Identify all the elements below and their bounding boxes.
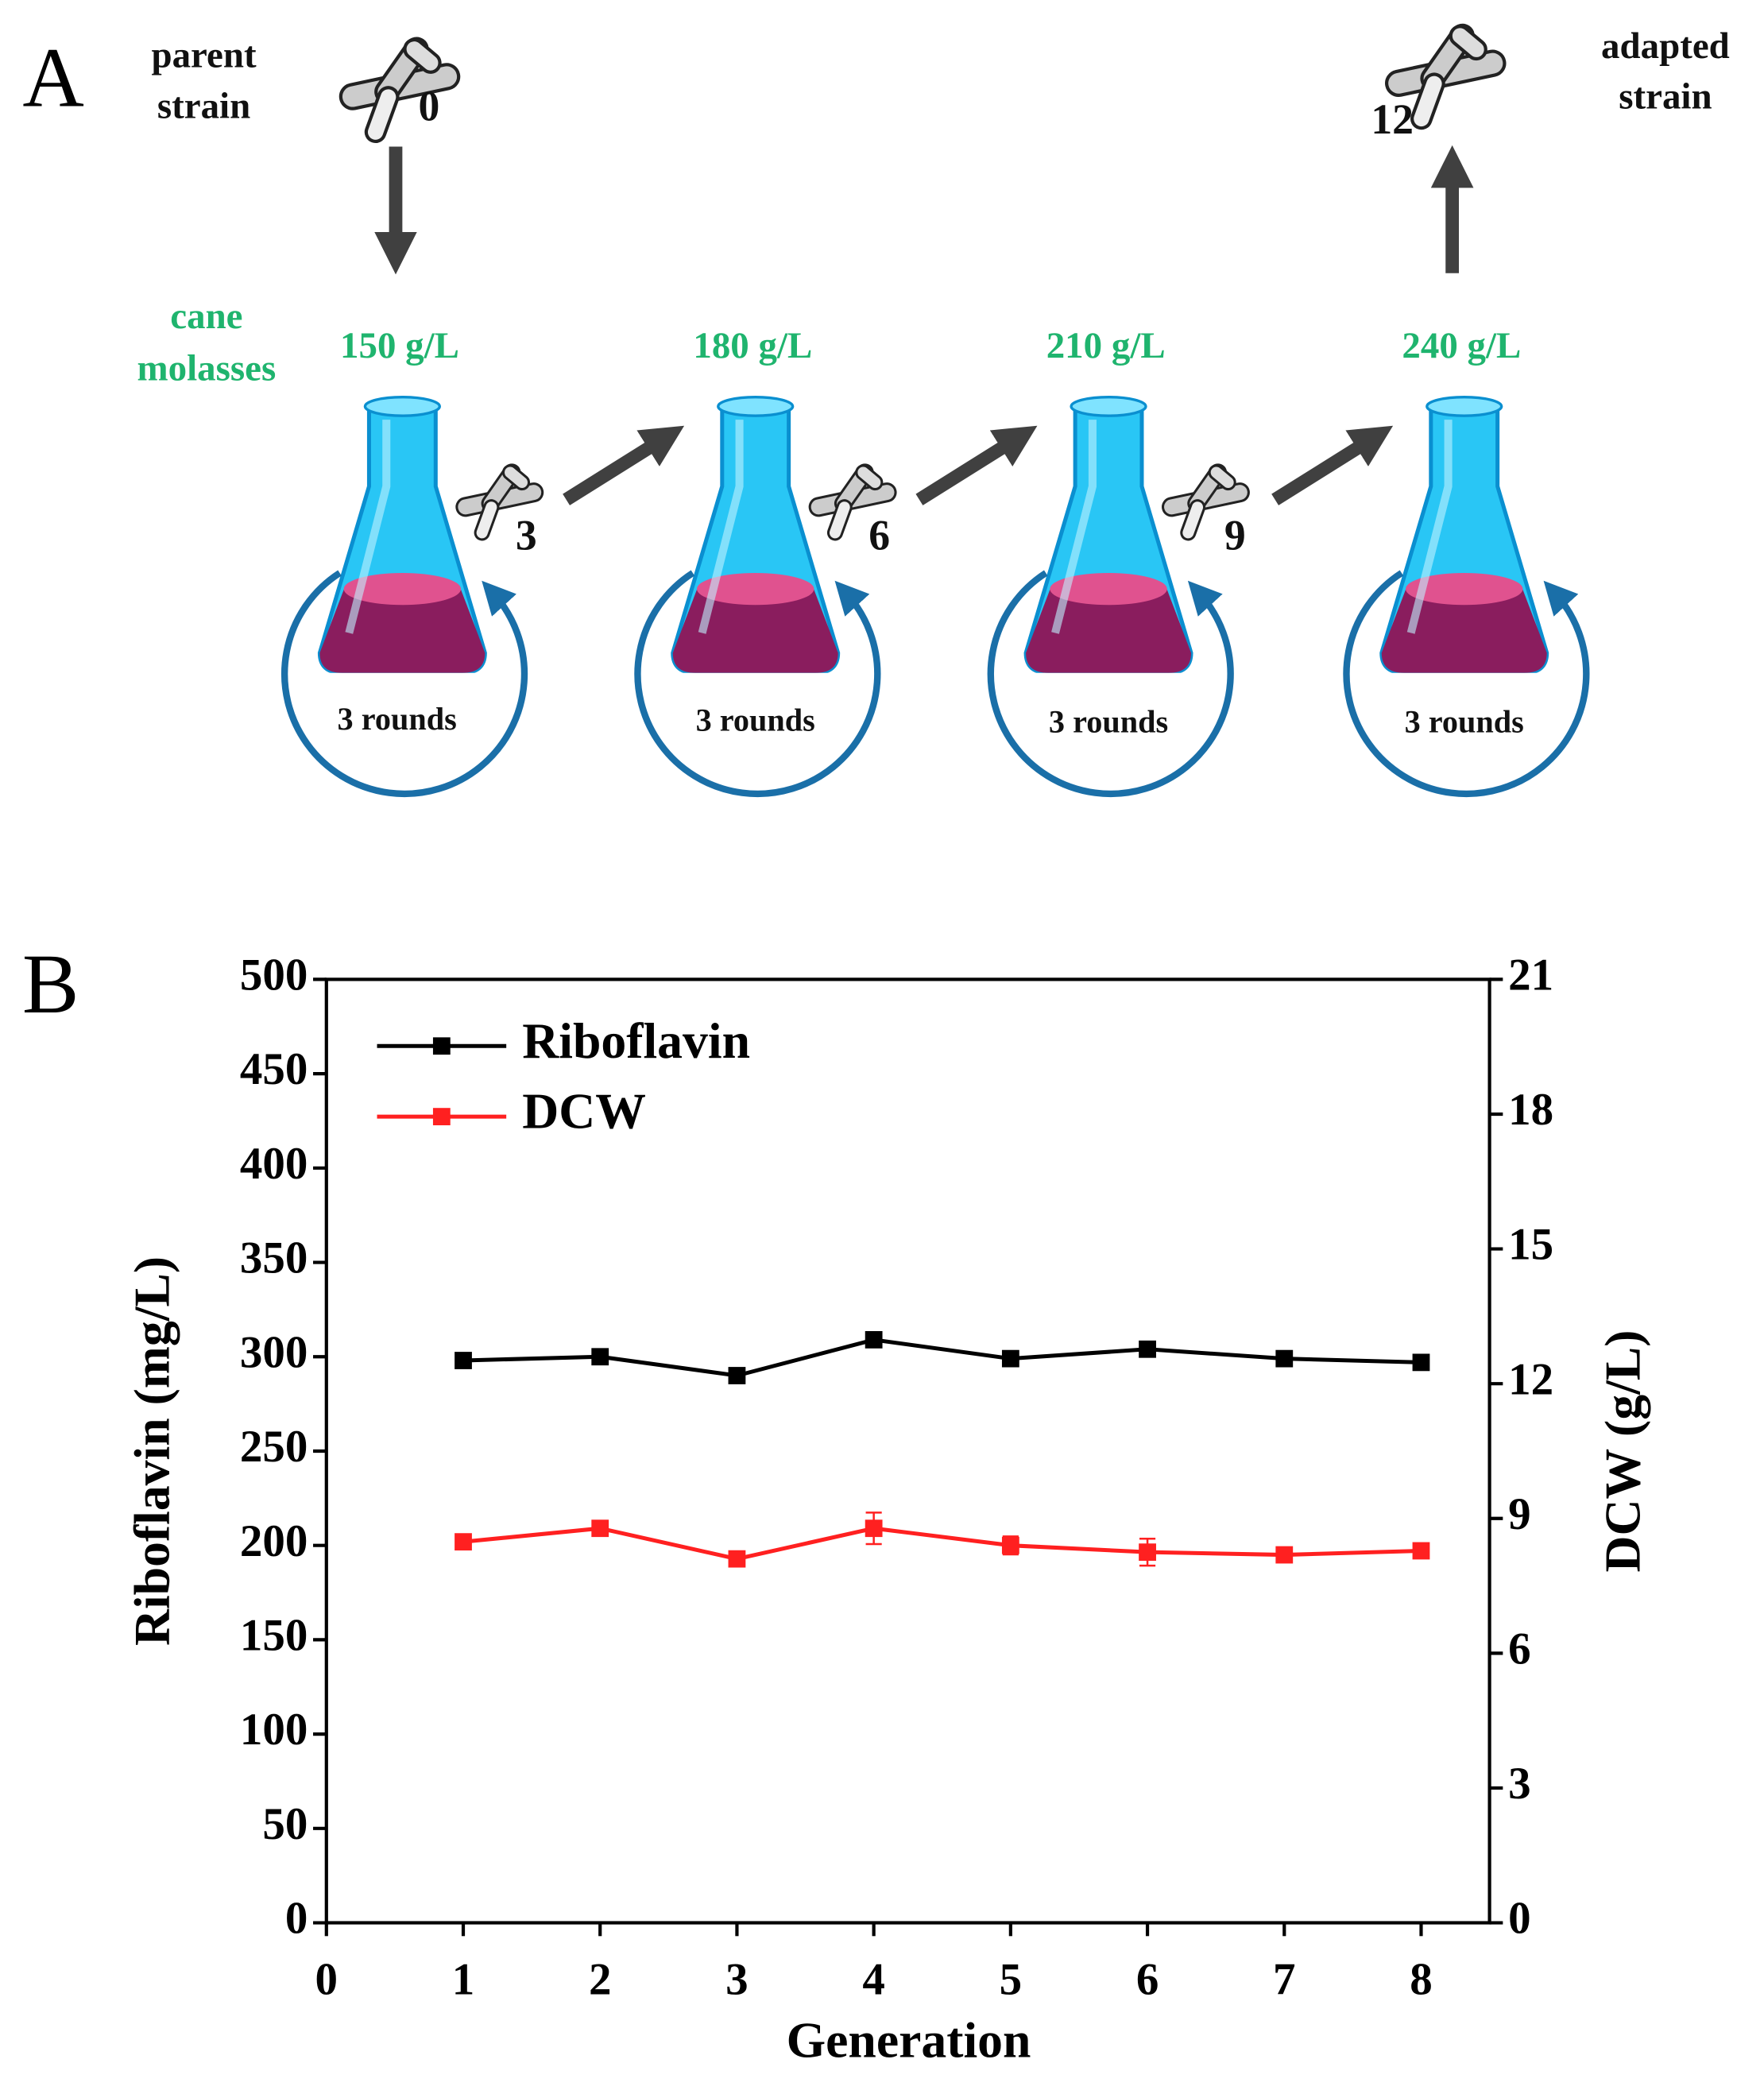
- rounds: 3 rounds: [696, 703, 815, 738]
- rounds: 3 rounds: [1405, 703, 1524, 739]
- generation-label: 0: [418, 82, 439, 130]
- marker: [1001, 1349, 1019, 1368]
- generation-label: 3: [516, 511, 537, 559]
- marker: [865, 1330, 883, 1349]
- marker: [1275, 1546, 1294, 1564]
- arrow: [1271, 425, 1394, 505]
- generation-label: 6: [868, 511, 890, 559]
- y2-axis-title: DCW (g/L): [1595, 1330, 1651, 1572]
- y2-tick-label: 21: [1508, 950, 1553, 1000]
- x-tick-label: 6: [1136, 1955, 1159, 2005]
- strain-label: strain: [1619, 76, 1712, 118]
- y-tick-label: 300: [240, 1327, 308, 1377]
- stage: 150 g/L 3 rounds 3: [280, 325, 685, 798]
- y2-tick-label: 3: [1508, 1759, 1531, 1809]
- marker: [728, 1550, 746, 1568]
- y-tick-label: 250: [240, 1422, 308, 1472]
- marker: [1275, 1349, 1294, 1368]
- strain-label: parent: [151, 35, 256, 76]
- arrow: [915, 425, 1038, 505]
- y-tick-label: 150: [240, 1610, 308, 1660]
- y-tick-label: 100: [240, 1705, 308, 1755]
- series-line: [462, 1526, 1422, 1562]
- cycle-arrow: [634, 570, 881, 798]
- y-tick-label: 350: [240, 1233, 308, 1283]
- y-tick-label: 200: [240, 1516, 308, 1566]
- marker: [455, 1352, 472, 1369]
- x-tick-label: 5: [1000, 1955, 1023, 2005]
- cycle-arrow: [280, 570, 528, 798]
- marker: [865, 1519, 883, 1538]
- y2-tick-label: 12: [1508, 1354, 1553, 1404]
- strain-label: strain: [157, 85, 250, 126]
- marker: [728, 1367, 746, 1384]
- flask: [319, 397, 485, 673]
- medium-label: cane: [170, 296, 242, 337]
- concentration: 210 g/L: [1046, 325, 1166, 366]
- panel-label: B: [22, 937, 79, 1032]
- rounds: 3 rounds: [338, 701, 457, 737]
- y-axis-title: Riboflavin (mg/L): [123, 1256, 180, 1646]
- generation-label: 9: [1224, 511, 1246, 559]
- marker: [591, 1519, 609, 1538]
- stage: 240 g/L 3 rounds: [1343, 325, 1590, 798]
- y-tick-label: 0: [285, 1894, 308, 1944]
- x-tick-label: 1: [452, 1955, 474, 2005]
- legend-label: Riboflavin: [522, 1012, 750, 1069]
- x-tick-label: 3: [725, 1955, 749, 2005]
- stage: 180 g/L 3 rounds 6: [634, 325, 1038, 798]
- y2-tick-label: 18: [1508, 1085, 1553, 1135]
- legend-marker: [432, 1037, 451, 1055]
- marker: [1001, 1536, 1019, 1554]
- panel-a: A parent strain 0 adapted strain 12 cane…: [22, 21, 1730, 798]
- panel-b: B Generation Riboflavin (mg/L) DCW (g/L)…: [22, 937, 1651, 2069]
- x-tick-label: 7: [1273, 1955, 1296, 2005]
- panel-label: A: [22, 31, 83, 126]
- y2-tick-label: 15: [1508, 1220, 1553, 1270]
- cycle-arrow: [1343, 570, 1590, 798]
- y-tick-label: 400: [240, 1139, 308, 1189]
- cell-icon: [338, 34, 461, 144]
- concentration: 180 g/L: [693, 325, 812, 366]
- flask: [1026, 397, 1191, 673]
- y2-tick-label: 0: [1508, 1894, 1531, 1944]
- x-tick-label: 2: [589, 1955, 611, 2005]
- marker: [1139, 1543, 1156, 1562]
- legend-label: DCW: [522, 1083, 646, 1140]
- flask: [673, 397, 838, 673]
- flask: [1382, 397, 1547, 673]
- stage: 210 g/L 3 rounds 9: [987, 325, 1394, 798]
- x-axis-title: Generation: [787, 2011, 1031, 2068]
- y-tick-label: 50: [262, 1799, 308, 1849]
- plot-frame: [324, 977, 1491, 1925]
- strain-label: adapted: [1601, 25, 1730, 67]
- y2-tick-label: 9: [1508, 1489, 1531, 1539]
- rounds: 3 rounds: [1049, 703, 1168, 739]
- concentration: 240 g/L: [1402, 325, 1521, 366]
- cycle-arrow: [987, 570, 1234, 798]
- arrow: [563, 425, 685, 505]
- x-tick-label: 8: [1410, 1955, 1433, 2005]
- generation-label: 12: [1371, 95, 1414, 143]
- x-tick-label: 4: [862, 1955, 885, 2005]
- series-line: [462, 1337, 1422, 1378]
- x-tick-label: 0: [315, 1955, 338, 2005]
- marker: [591, 1348, 609, 1366]
- marker: [1412, 1353, 1430, 1372]
- y2-tick-label: 6: [1508, 1624, 1531, 1674]
- medium-label: molasses: [137, 348, 277, 389]
- marker: [1412, 1542, 1430, 1560]
- marker: [1139, 1340, 1156, 1358]
- y-tick-label: 450: [240, 1044, 308, 1094]
- concentration: 150 g/L: [340, 325, 459, 366]
- y-tick-label: 500: [240, 950, 308, 1000]
- marker: [455, 1533, 472, 1551]
- legend-marker: [432, 1108, 451, 1126]
